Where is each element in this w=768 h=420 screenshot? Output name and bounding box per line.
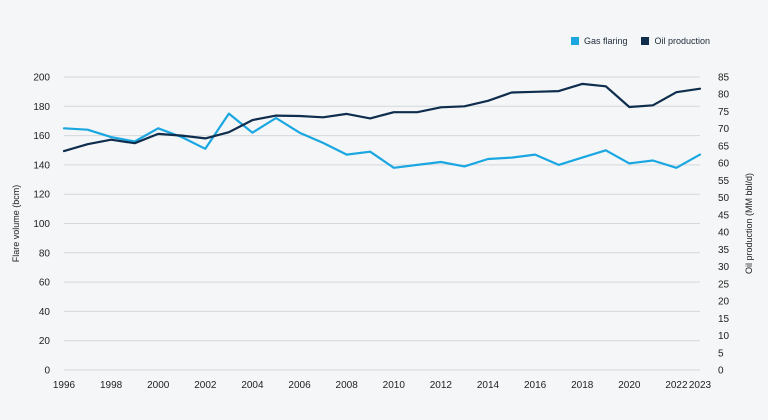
x-tick-label: 2006 — [288, 380, 311, 391]
y2-tick-label: 70 — [718, 124, 730, 135]
series-line-oil-production — [62, 82, 702, 153]
series-line-gas-flaring — [62, 112, 702, 169]
y2-tick-label: 40 — [718, 228, 730, 239]
y-tick-label: 160 — [33, 131, 50, 142]
x-tick-label: 2010 — [383, 380, 406, 391]
y2-tick-label: 50 — [718, 193, 730, 204]
y-axis-title: Flare volume (bcm) — [11, 185, 21, 263]
y2-tick-label: 75 — [718, 107, 730, 118]
x-tick-label: 2018 — [571, 380, 594, 391]
y2-tick-label: 20 — [718, 297, 730, 308]
y-tick-label: 80 — [39, 248, 51, 259]
y-tick-label: 20 — [39, 336, 51, 347]
chart-legend: Gas flaring Oil production — [570, 36, 710, 46]
y2-tick-label: 65 — [718, 141, 730, 152]
x-tick-label: 2022 — [665, 380, 688, 391]
y2-tick-label: 5 — [718, 348, 724, 359]
x-tick-label: 2016 — [524, 380, 547, 391]
legend-swatch-oil-production — [641, 37, 650, 45]
y-tick-label: 120 — [33, 190, 50, 201]
x-tick-label: 2004 — [241, 380, 264, 391]
legend-label-gas-flaring: Gas flaring — [583, 36, 628, 46]
x-tick-label: 2012 — [430, 380, 453, 391]
legend-swatch-gas-flaring — [570, 37, 579, 45]
legend-item-oil-production: Oil production — [641, 36, 710, 46]
y2-tick-label: 15 — [718, 314, 730, 325]
y-tick-label: 60 — [39, 278, 51, 289]
x-tick-label: 2008 — [336, 380, 359, 391]
x-tick-label: 2020 — [618, 380, 641, 391]
x-tick-label: 2014 — [477, 380, 500, 391]
y-tick-label: 40 — [39, 307, 51, 318]
y2-axis-title: Oil production (MM bbl/d) — [744, 173, 754, 274]
y2-tick-label: 55 — [718, 176, 730, 187]
y2-tick-label: 10 — [718, 331, 730, 342]
y2-tick-label: 35 — [718, 245, 730, 256]
x-tick-label: 1996 — [53, 380, 76, 391]
y2-tick-label: 60 — [718, 159, 730, 170]
y-tick-label: 200 — [33, 73, 50, 84]
y2-tick-label: 30 — [718, 262, 730, 273]
x-tick-label: 2023 — [689, 380, 712, 391]
y2-tick-label: 0 — [718, 366, 724, 377]
y2-tick-label: 25 — [718, 279, 730, 290]
y-tick-label: 140 — [33, 160, 50, 171]
y2-tick-label: 45 — [718, 210, 730, 221]
legend-item-gas-flaring: Gas flaring — [570, 36, 628, 46]
y-tick-label: 0 — [44, 366, 50, 377]
x-tick-label: 2002 — [194, 380, 217, 391]
legend-label-oil-production: Oil production — [654, 36, 710, 46]
x-tick-label: 1998 — [100, 380, 123, 391]
y2-tick-label: 80 — [718, 90, 730, 101]
y-tick-label: 180 — [33, 102, 50, 113]
y-tick-label: 100 — [33, 219, 50, 230]
x-tick-label: 2000 — [147, 380, 170, 391]
y2-tick-label: 85 — [718, 73, 730, 84]
